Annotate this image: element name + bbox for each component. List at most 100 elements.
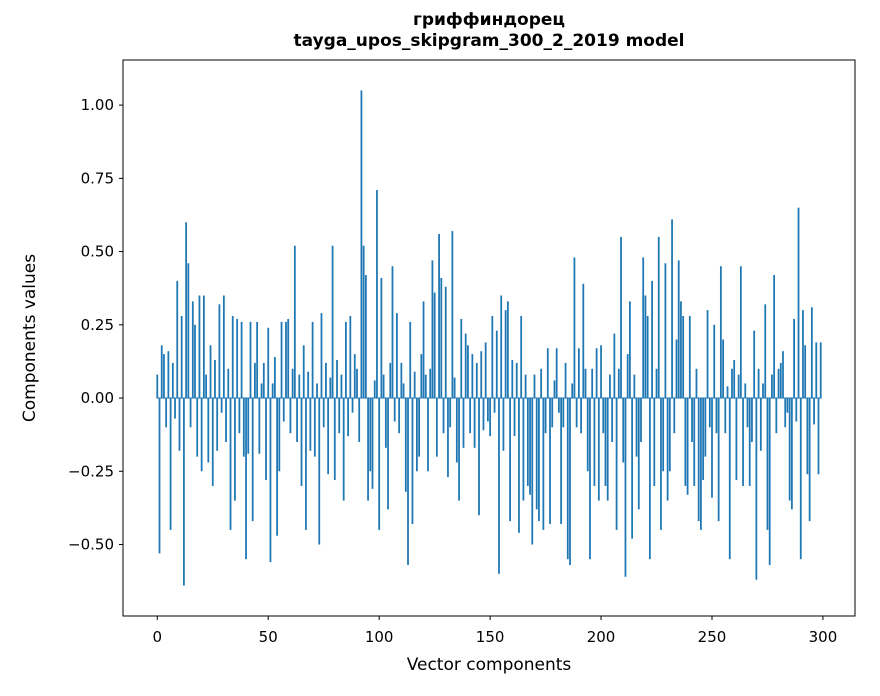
- bar: [788, 398, 791, 501]
- bar: [325, 362, 327, 399]
- bar: [529, 398, 531, 495]
- bar: [265, 398, 267, 481]
- bar: [753, 330, 756, 399]
- bar: [538, 398, 540, 522]
- bar: [697, 398, 700, 522]
- bar: [458, 398, 460, 501]
- bar: [524, 374, 527, 399]
- bar: [340, 374, 343, 399]
- bar: [225, 398, 227, 442]
- bar: [371, 398, 374, 489]
- bar: [216, 398, 219, 451]
- bar: [586, 398, 589, 472]
- bar: [813, 398, 815, 425]
- bar: [744, 383, 747, 399]
- bar: [609, 374, 611, 399]
- bar: [464, 333, 467, 399]
- bar: [194, 324, 196, 399]
- bar: [622, 398, 625, 463]
- bar: [706, 310, 709, 399]
- bar: [786, 398, 789, 413]
- bar: [169, 398, 172, 530]
- bar: [589, 398, 591, 560]
- bar: [688, 316, 691, 399]
- bar: [684, 398, 687, 486]
- bar: [260, 383, 263, 399]
- bar: [345, 321, 347, 399]
- bar: [742, 398, 744, 486]
- x-tick-label: 100: [365, 628, 394, 646]
- bar: [318, 398, 321, 545]
- bar: [635, 398, 638, 457]
- bar: [276, 398, 278, 536]
- bar: [289, 398, 292, 434]
- bar: [779, 362, 782, 399]
- bar: [571, 383, 574, 399]
- bar: [793, 318, 795, 399]
- bar: [797, 207, 800, 399]
- bar: [795, 398, 798, 422]
- bar: [493, 398, 496, 413]
- bar: [282, 398, 285, 422]
- bar: [569, 398, 571, 566]
- bar: [480, 351, 483, 399]
- bar: [653, 398, 656, 486]
- bar: [751, 398, 753, 442]
- bar: [531, 398, 534, 545]
- bar: [418, 398, 420, 457]
- bar: [256, 321, 259, 399]
- bar: [784, 398, 787, 428]
- bar: [629, 301, 631, 399]
- bar: [409, 321, 412, 399]
- bar: [320, 313, 323, 399]
- bar: [502, 398, 505, 451]
- bar: [542, 398, 545, 530]
- bar: [307, 371, 310, 399]
- bar: [633, 374, 636, 399]
- bar: [513, 398, 516, 437]
- bar: [444, 286, 447, 399]
- bar: [391, 266, 394, 399]
- bar: [165, 398, 168, 428]
- bar: [453, 377, 456, 399]
- bar: [611, 398, 614, 442]
- bar: [180, 316, 183, 399]
- bar: [506, 301, 509, 399]
- bar: [558, 398, 560, 413]
- bar: [613, 333, 616, 399]
- bar: [300, 398, 303, 486]
- bar: [546, 348, 549, 399]
- bar: [673, 398, 676, 434]
- bar: [240, 321, 243, 399]
- bar: [631, 398, 634, 539]
- bar: [342, 398, 345, 501]
- bar: [205, 374, 207, 399]
- bar: [373, 380, 376, 399]
- bar: [380, 277, 383, 399]
- bar: [735, 398, 738, 481]
- y-tick-label: 0.25: [81, 316, 114, 334]
- bar: [509, 398, 511, 522]
- bar: [298, 374, 301, 399]
- bar: [511, 359, 514, 399]
- bar: [156, 374, 159, 399]
- bar: [234, 398, 236, 501]
- bar: [726, 386, 729, 399]
- y-tick-label: 1.00: [81, 96, 114, 114]
- plot-border: [122, 59, 856, 617]
- bar: [668, 398, 671, 472]
- bar: [624, 398, 627, 577]
- bar: [520, 316, 523, 399]
- bar: [482, 398, 485, 431]
- bar: [451, 231, 454, 399]
- bar: [748, 398, 751, 486]
- bar: [484, 342, 487, 399]
- bar: [158, 398, 161, 554]
- bar: [238, 398, 241, 434]
- bar: [331, 245, 334, 399]
- bar: [711, 398, 713, 498]
- bar: [724, 398, 727, 434]
- bar: [333, 398, 336, 481]
- bar: [231, 316, 234, 399]
- bar: [258, 398, 261, 454]
